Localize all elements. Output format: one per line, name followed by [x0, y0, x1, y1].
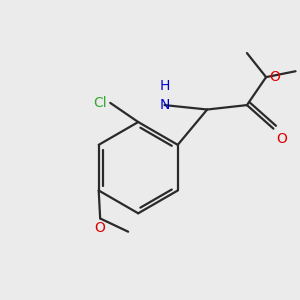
Text: Cl: Cl: [94, 96, 107, 110]
Text: O: O: [95, 221, 106, 236]
Text: H: H: [159, 79, 170, 93]
Text: O: O: [269, 70, 280, 84]
Text: O: O: [276, 132, 287, 145]
Text: N: N: [159, 98, 170, 112]
